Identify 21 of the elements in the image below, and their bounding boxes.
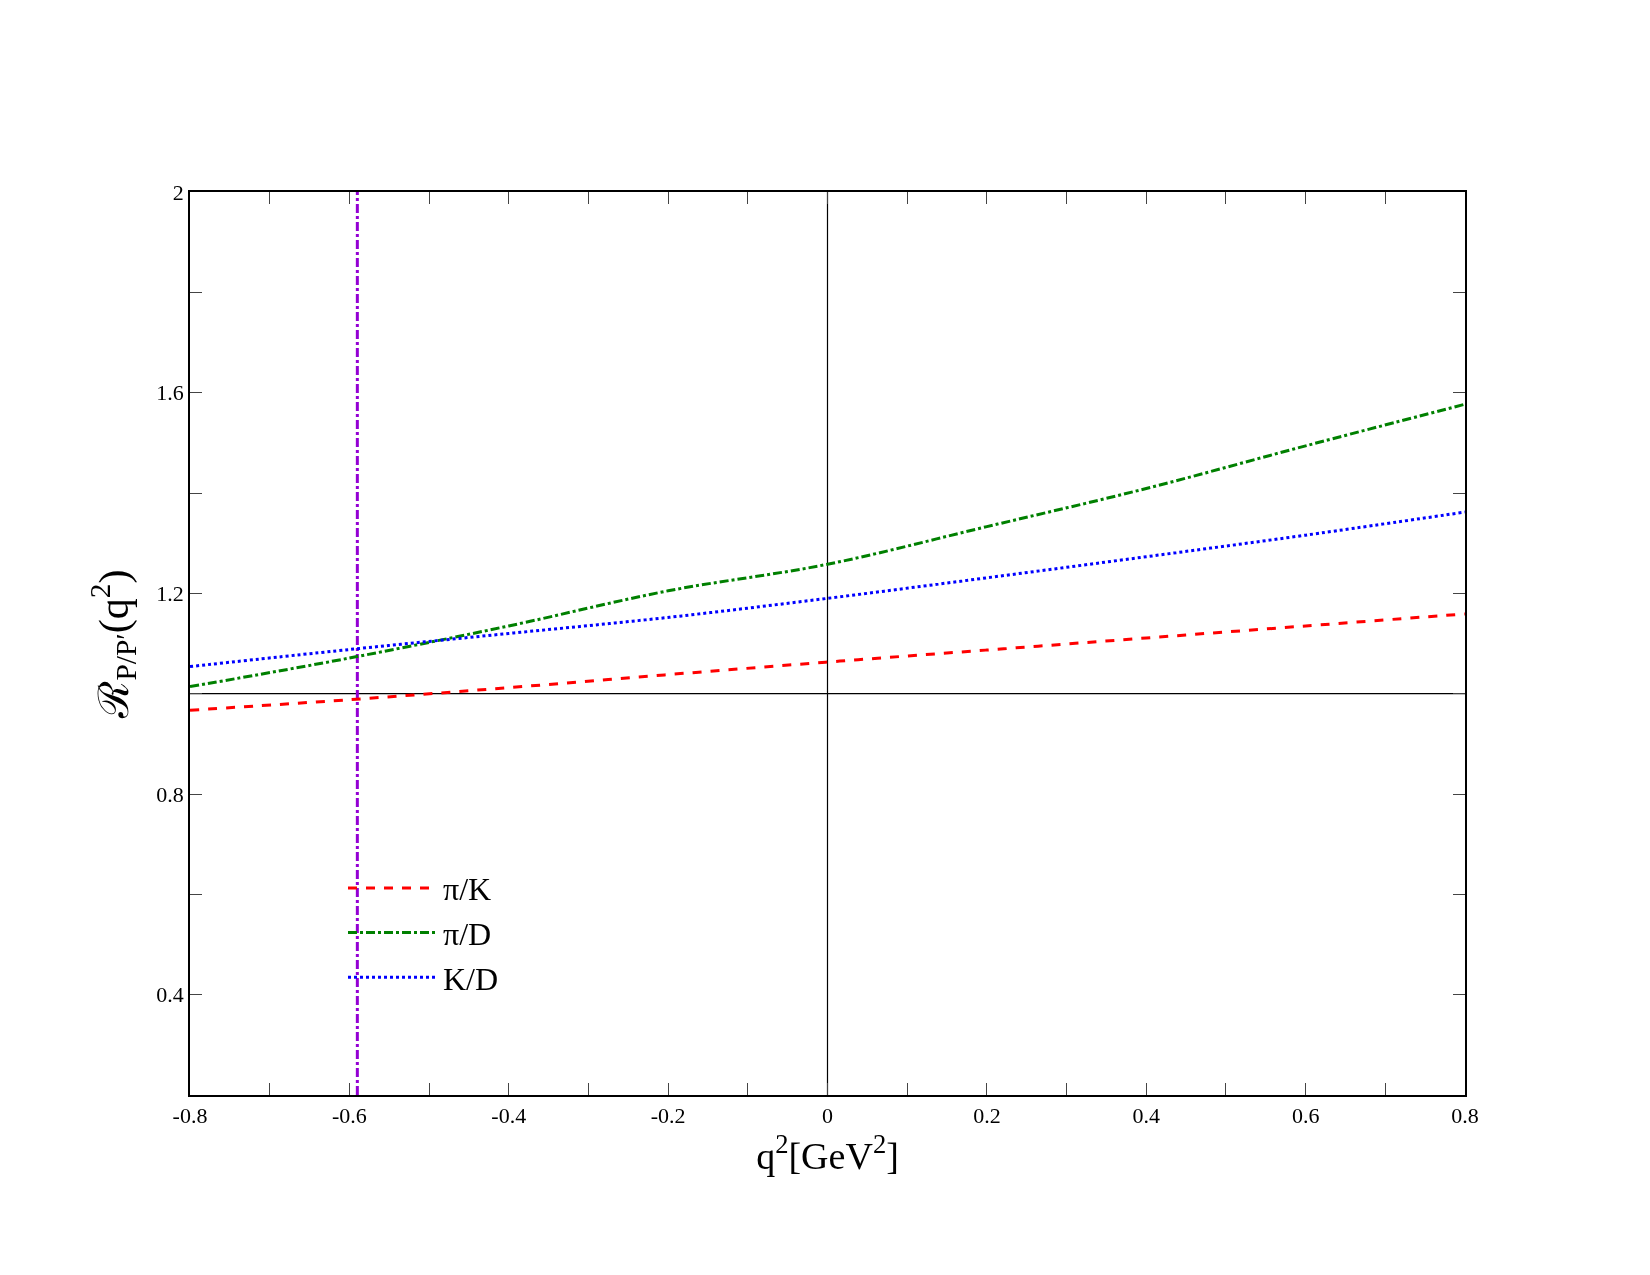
x-tick-label: -0.4 bbox=[491, 1103, 527, 1129]
y-tick-label: 0.8 bbox=[156, 781, 184, 807]
x-tick-label: -0.8 bbox=[172, 1103, 208, 1129]
legend-label: π/D bbox=[443, 916, 492, 953]
x-tick-label: 0.6 bbox=[1291, 1103, 1320, 1129]
x-tick-label: 0.2 bbox=[973, 1103, 1001, 1129]
y-tick-label: 0.4 bbox=[156, 982, 184, 1008]
legend-label: K/D bbox=[443, 960, 499, 997]
y-tick-label: 2 bbox=[172, 179, 184, 205]
y-tick-label: 1.6 bbox=[156, 380, 184, 406]
x-axis-title: q$^{2}$[GeV$^{2}$] bbox=[756, 1128, 899, 1177]
x-tick-label: -0.2 bbox=[650, 1103, 686, 1129]
line-series bbox=[190, 402, 1465, 689]
line-series bbox=[190, 510, 1465, 669]
x-tick-label: -0.6 bbox=[331, 1103, 367, 1129]
x-tick-label: 0.4 bbox=[1132, 1103, 1160, 1129]
x-tick-label: 0 bbox=[822, 1103, 833, 1129]
line-series bbox=[190, 612, 1465, 712]
legend-label: π/K bbox=[443, 871, 492, 908]
y-tick-label: 1.2 bbox=[156, 581, 184, 607]
x-tick-label: 0.8 bbox=[1451, 1103, 1479, 1129]
